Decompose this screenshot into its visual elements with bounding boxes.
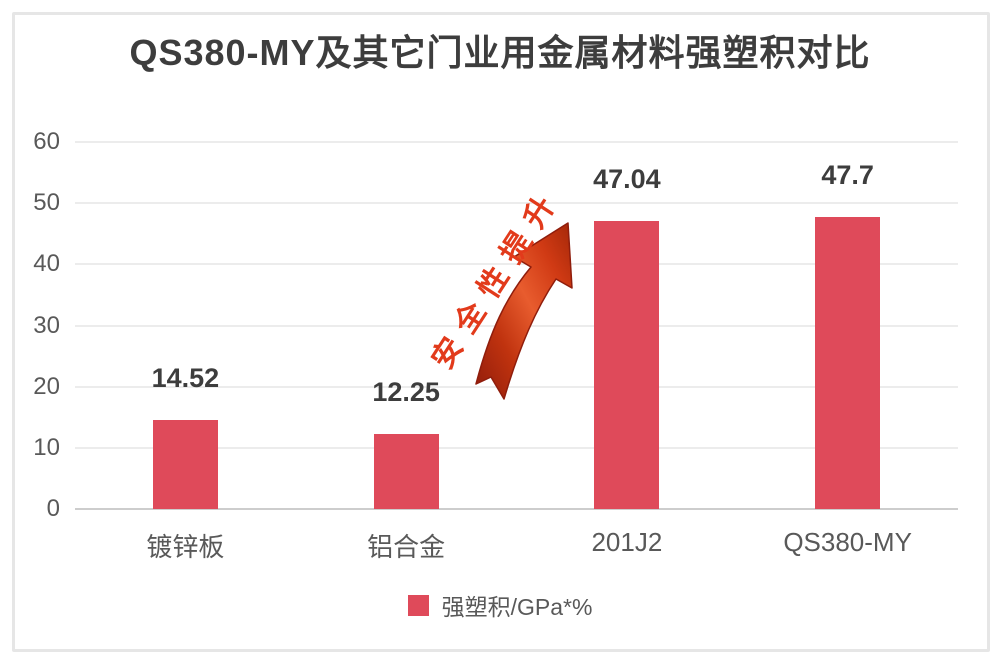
plot-area: 0 10 20 30 40 50 60 14.52 镀锌板 12.25 铝合金 47.04 201J2 4…: [33, 128, 958, 562]
x-axis-line: [75, 508, 958, 510]
gridline: [75, 446, 958, 449]
bar: [373, 434, 439, 509]
y-tick-label: 60: [33, 128, 60, 155]
gridline: [75, 385, 958, 388]
bar: [815, 217, 881, 509]
x-category-label: 铝合金: [367, 532, 446, 562]
bar: [594, 221, 660, 509]
value-label: 47.04: [593, 164, 661, 195]
gridline: [75, 202, 958, 205]
y-tick-label: 10: [33, 433, 60, 461]
value-label: 47.7: [821, 160, 874, 191]
gridline: [75, 263, 958, 266]
x-category-label: 镀锌板: [146, 532, 225, 562]
gridline: [75, 141, 958, 143]
y-tick-label: 50: [33, 189, 60, 217]
y-tick-label: 20: [33, 372, 60, 400]
x-category-label: 201J2: [591, 527, 663, 557]
bar: [152, 420, 218, 509]
y-tick-label: 0: [46, 495, 60, 522]
value-label: 14.52: [151, 363, 220, 394]
value-label: 12.25: [372, 377, 440, 408]
legend-swatch: [407, 594, 429, 616]
chart-title: QS380-MY及其它门业用金属材料强塑积对比: [129, 32, 871, 73]
y-tick-label: 30: [33, 311, 60, 339]
up-trend-arrow-icon: [475, 222, 573, 400]
y-tick-label: 40: [33, 250, 60, 278]
legend: 强塑积/GPa*%: [0, 588, 1000, 622]
x-category-label: QS380-MY: [783, 527, 912, 557]
legend-label: 强塑积/GPa*%: [441, 594, 593, 620]
